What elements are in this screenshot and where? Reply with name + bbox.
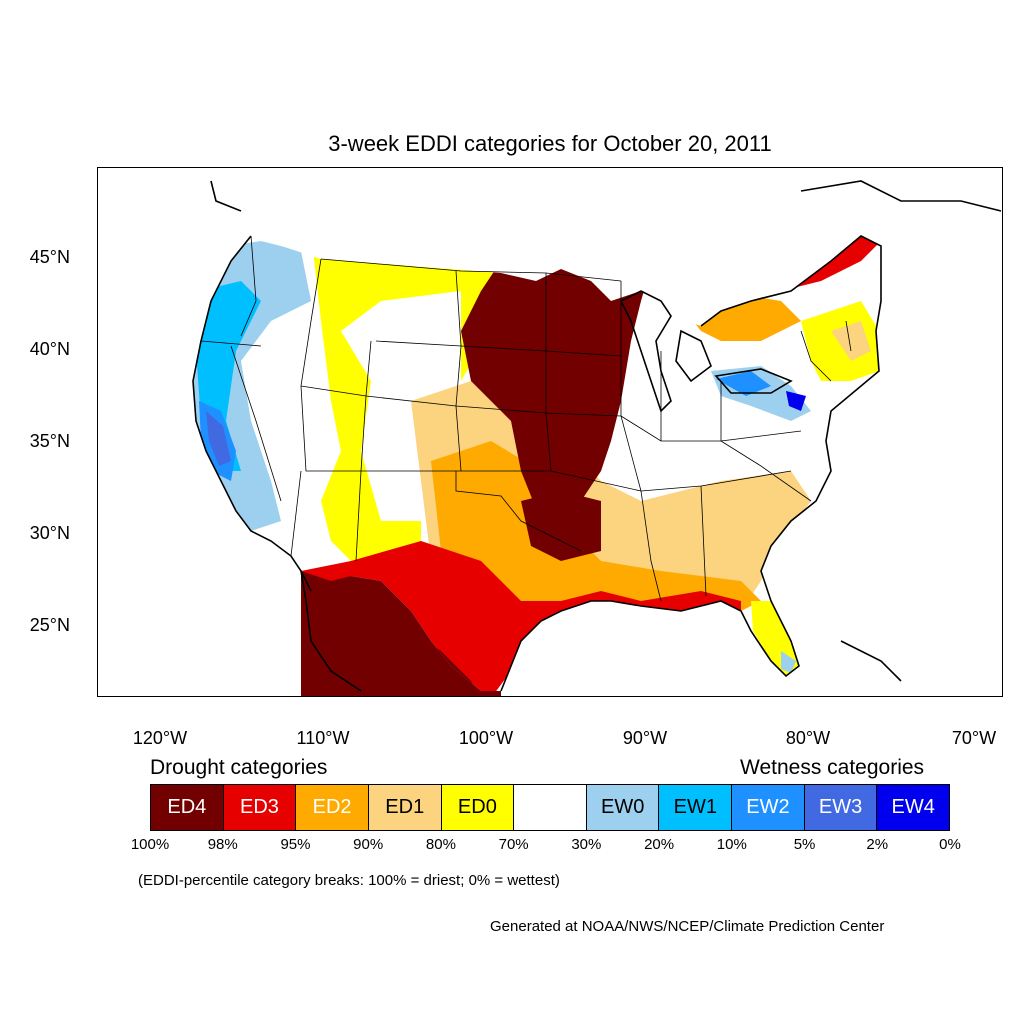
legend-percentile-label: 5% (793, 836, 816, 853)
legend-percentile-label: 80% (425, 836, 456, 853)
lat-label-40: 40°N (29, 339, 70, 359)
legend-percentile-label: 70% (498, 836, 529, 853)
lon-label-80: 80°W (785, 728, 831, 748)
map-title: 3-week EDDI categories for October 20, 2… (328, 131, 772, 156)
legend-percentile-label: 2% (866, 836, 889, 853)
lat-label-25: 25°N (29, 615, 70, 635)
lat-label-45: 45°N (29, 247, 70, 267)
legend-percentile-label: 98% (207, 836, 238, 853)
lat-label-35: 35°N (29, 431, 70, 451)
legend-box-ed2: ED2 (296, 785, 369, 830)
legend-percentile-label: 100% (130, 836, 170, 853)
lat-label-30: 30°N (29, 523, 70, 543)
legend-percentile-label: 20% (644, 836, 675, 853)
lon-label-100: 100°W (458, 728, 514, 748)
legend-percentile-label: 0% (939, 836, 961, 853)
drought-categories-heading: Drought categories (150, 756, 328, 779)
coastlines (192, 180, 1002, 692)
eddi-map (192, 180, 1002, 696)
wetness-categories-heading: Wetness categories (740, 756, 925, 779)
lon-label-70: 70°W (951, 728, 997, 748)
legend-percentile-label: 10% (716, 836, 747, 853)
legend-box-ed1: ED1 (368, 785, 442, 830)
legend-box-ew3: EW3 (804, 785, 878, 830)
lon-label-90: 90°W (622, 728, 668, 748)
legend-box-ed0: ED0 (441, 785, 515, 830)
category-fill-layer (193, 236, 881, 691)
legend-percentile-label: 90% (353, 836, 384, 853)
credit-line: Generated at NOAA/NWS/NCEP/Climate Predi… (490, 918, 885, 935)
legend-box-ew0: EW0 (586, 785, 660, 830)
legend-box-ew4: EW4 (877, 785, 950, 830)
category-note: (EDDI-percentile category breaks: 100% =… (138, 872, 560, 889)
state-boundaries (200, 235, 852, 602)
legend-box-neutral (514, 785, 587, 830)
lon-label-110: 110°W (296, 728, 350, 748)
legend-color-bar: ED4 ED3 ED2 ED1 ED0 EW0 EW1 EW2 EW3 EW4 (150, 784, 950, 831)
legend-box-ed4: ED4 (151, 785, 224, 830)
legend-box-ew2: EW2 (732, 785, 805, 830)
legend-box-ew1: EW1 (659, 785, 733, 830)
legend-percentile-label: 95% (280, 836, 311, 853)
legend-percentile-label: 30% (571, 836, 602, 853)
legend-box-ed3: ED3 (223, 785, 297, 830)
lon-label-120: 120°W (132, 728, 188, 748)
map-frame (97, 167, 1003, 697)
